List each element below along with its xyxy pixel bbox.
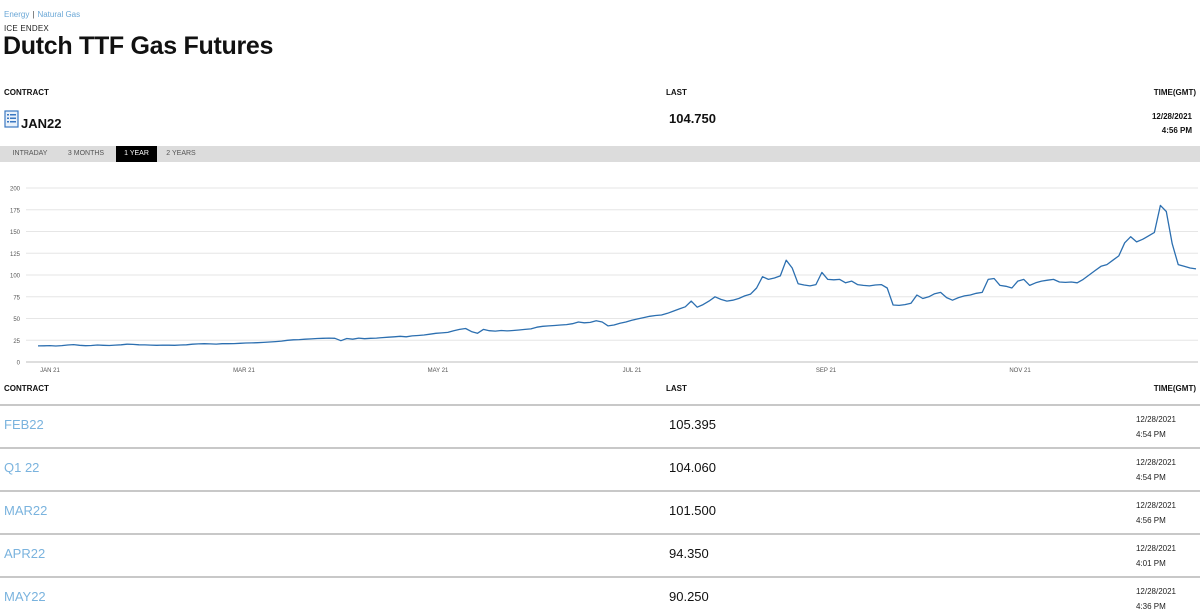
last-price: 105.395 [669, 417, 716, 432]
y-tick-label: 75 [13, 295, 20, 301]
timestamp: 12/28/2021 4:01 PM [1136, 541, 1176, 571]
date: 12/28/2021 [1135, 501, 1176, 510]
time: 4:54 PM [1135, 473, 1166, 482]
y-tick-label: 175 [10, 208, 21, 214]
y-tick-label: 25 [13, 339, 20, 345]
breadcrumb-natural-gas-link[interactable]: Natural Gas [37, 10, 81, 19]
last-price: 101.500 [669, 503, 716, 518]
header-contract: CONTRACT [4, 88, 49, 97]
breadcrumb-separator: | [32, 10, 35, 19]
exchange-label: ICE ENDEX [4, 24, 49, 33]
contract-link[interactable]: APR22 [4, 546, 46, 561]
last-price: 94.350 [669, 546, 709, 561]
date: 12/28/2021 [1135, 458, 1176, 467]
table-header: CONTRACT LAST TIME(GMT) [0, 378, 1200, 406]
tab-3-months[interactable]: 3 MONTHS [67, 150, 105, 157]
contract-link[interactable]: Q1 22 [4, 460, 40, 475]
table-row: MAY22 90.250 12/28/2021 4:36 PM [0, 578, 1200, 614]
front-time: 4:56 PM [1161, 126, 1192, 135]
price-chart-svg: 0 25 50 75 100 125 150 175 200 JAN 21 MAR 21 MAY 21… [10, 187, 1198, 374]
date: 12/28/2021 [1135, 415, 1176, 424]
table-row: FEB22 105.395 12/28/2021 4:54 PM [0, 406, 1200, 449]
contract-link[interactable]: FEB22 [4, 417, 44, 432]
time: 4:54 PM [1135, 430, 1166, 439]
page-title: Dutch TTF Gas Futures [3, 32, 274, 60]
x-tick-label: JAN 21 [40, 368, 60, 374]
x-tick-label: SEP 21 [816, 368, 837, 374]
price-chart: 0 25 50 75 100 125 150 175 200 JAN 21 MAR 21 MAY 21… [0, 178, 1200, 378]
front-timestamp: 12/28/2021 4:56 PM [1152, 110, 1192, 138]
x-tick-label: JUL 21 [623, 368, 642, 374]
document-icon [4, 110, 20, 128]
timestamp: 12/28/2021 4:54 PM [1136, 455, 1176, 485]
breadcrumb-energy-link[interactable]: Energy [4, 10, 30, 19]
y-tick-label: 200 [10, 187, 21, 193]
front-date: 12/28/2021 [1151, 112, 1192, 121]
time: 4:36 PM [1135, 602, 1166, 611]
header-last: LAST [666, 88, 687, 97]
timestamp: 12/28/2021 4:54 PM [1136, 412, 1176, 442]
last-price: 104.060 [669, 460, 716, 475]
last-price: 90.250 [669, 589, 709, 604]
table-row: APR22 94.350 12/28/2021 4:01 PM [0, 535, 1200, 578]
x-tick-label: MAY 21 [428, 368, 449, 374]
x-tick-label: NOV 21 [1009, 368, 1031, 374]
range-tab-bar: INTRADAY 3 MONTHS 1 YEAR 2 YEARS [0, 146, 1200, 162]
timestamp: 12/28/2021 4:56 PM [1136, 498, 1176, 528]
date: 12/28/2021 [1135, 544, 1176, 553]
tab-1-year[interactable]: 1 YEAR [116, 146, 157, 162]
front-last-price: 104.750 [669, 111, 716, 126]
tab-2-years[interactable]: 2 YEARS [166, 150, 196, 157]
contract-link[interactable]: MAR22 [4, 503, 48, 518]
price-line [37, 204, 1197, 347]
table-row: Q1 22 104.060 12/28/2021 4:54 PM [0, 449, 1200, 492]
table-row: MAR22 101.500 12/28/2021 4:56 PM [0, 492, 1200, 535]
y-tick-label: 150 [10, 230, 21, 236]
tab-intraday[interactable]: INTRADAY [12, 150, 48, 157]
header-time: TIME(GMT) [1153, 88, 1196, 97]
front-contract-symbol: JAN22 [21, 116, 62, 131]
date: 12/28/2021 [1135, 587, 1176, 596]
y-tick-label: 50 [13, 317, 20, 323]
y-tick-label: 0 [17, 361, 21, 367]
y-tick-label: 100 [10, 274, 21, 280]
table-header-time: TIME(GMT) [1153, 384, 1196, 393]
contract-link[interactable]: MAY22 [4, 589, 46, 604]
time: 4:56 PM [1135, 516, 1166, 525]
timestamp: 12/28/2021 4:36 PM [1136, 584, 1176, 614]
breadcrumb: Energy | Natural Gas [4, 10, 80, 19]
table-header-contract: CONTRACT [4, 384, 49, 393]
y-tick-label: 125 [10, 252, 21, 258]
contracts-table: CONTRACT LAST TIME(GMT) FEB22 105.395 12… [0, 378, 1200, 614]
table-header-last: LAST [666, 384, 687, 393]
x-tick-label: MAR 21 [233, 368, 255, 374]
time: 4:01 PM [1135, 559, 1166, 568]
